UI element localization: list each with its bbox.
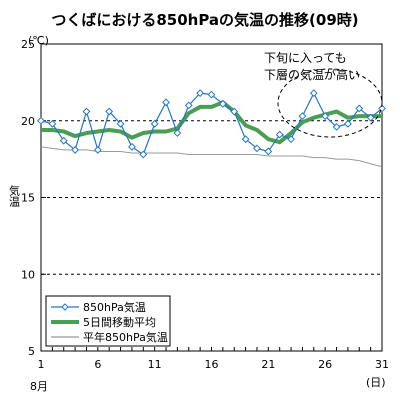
legend-label: 5日間移動平均 (83, 315, 156, 329)
annotation-ellipse (277, 68, 383, 138)
data-point (287, 135, 295, 144)
y-tick-label: 10 (21, 268, 35, 281)
data-point (37, 116, 45, 125)
data-point (355, 104, 364, 113)
x-tick-label: 31 (375, 358, 389, 371)
data-point (275, 130, 284, 139)
data-point (366, 113, 375, 122)
data-point (321, 112, 330, 121)
y-axis-label: 気温 (8, 184, 21, 207)
data-point (82, 107, 91, 116)
data-point (230, 107, 239, 116)
y-tick-label: 5 (28, 345, 35, 358)
data-point (128, 142, 136, 151)
annotation-line-1: 下旬に入っても (264, 51, 347, 65)
annotation: 下旬に入っても 下層の気温が高い (264, 51, 383, 138)
x-axis-unit: (日) (366, 376, 386, 389)
data-point (139, 150, 148, 159)
data-point (309, 89, 318, 98)
data-point (241, 135, 250, 144)
data-point (264, 147, 273, 156)
x-tick-label: 16 (205, 358, 219, 371)
data-point (298, 112, 307, 121)
data-point (48, 119, 57, 128)
data-point (71, 146, 80, 154)
data-point (173, 129, 182, 137)
data-point (150, 119, 159, 128)
x-month-label: 8月 (30, 380, 48, 393)
chart-title: つくばにおける850hPaの気温の推移(09時) (51, 11, 358, 29)
x-tick-label: 26 (318, 358, 332, 371)
x-tick-label: 11 (148, 358, 162, 371)
data-point (162, 98, 170, 107)
y-tick-label: 15 (21, 192, 35, 205)
data-point (196, 89, 205, 98)
data-point (105, 107, 114, 116)
legend-label: 850hPa気温 (83, 300, 146, 314)
data-point (332, 122, 341, 131)
annotation-line-2: 下層の気温が高い (264, 67, 360, 82)
data-point (59, 136, 68, 145)
y-tick-label: 20 (21, 115, 35, 128)
legend-label: 平年850hPa気温 (83, 330, 168, 344)
x-tick-label: 6 (94, 358, 101, 371)
series-line (40, 92, 383, 156)
data-point (93, 146, 102, 154)
data-point (116, 119, 125, 128)
x-tick-label: 1 (38, 358, 45, 371)
y-tick-label: 25 (21, 38, 35, 51)
series-line (40, 146, 383, 168)
data-point (218, 99, 227, 108)
data-point (207, 90, 216, 99)
data-point (253, 144, 261, 153)
legend-marker (61, 303, 69, 311)
x-tick-label: 21 (261, 358, 275, 371)
data-point (184, 101, 193, 110)
data-point (343, 119, 352, 128)
